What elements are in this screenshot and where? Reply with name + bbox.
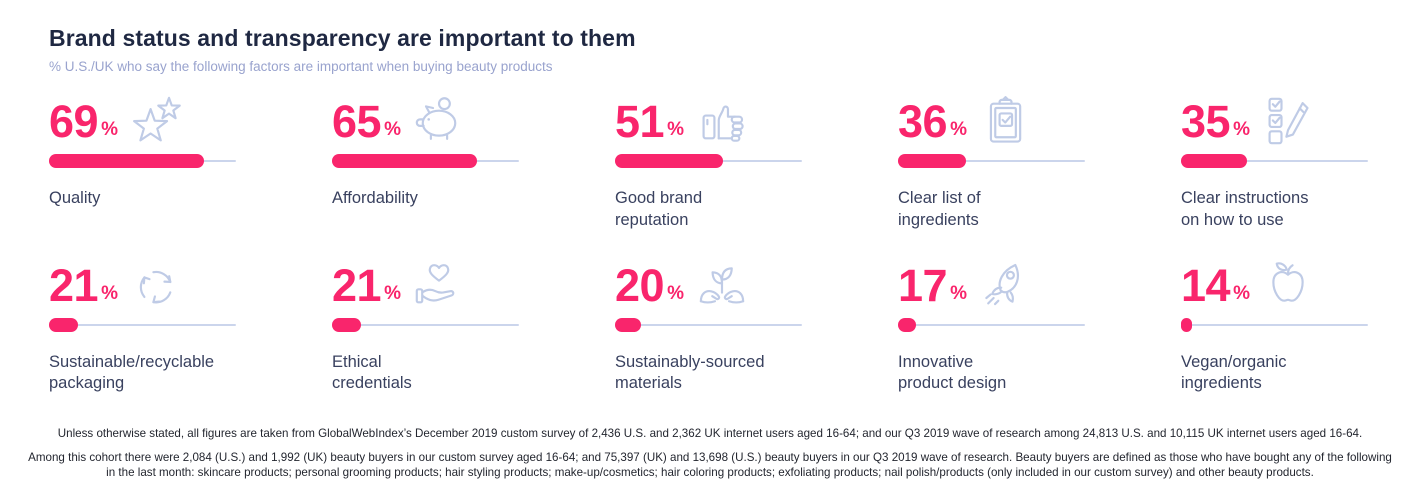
factor-card: 21 % Sustainable/recyclable packaging bbox=[49, 256, 236, 396]
progress-bar bbox=[1181, 154, 1368, 168]
stat-row: 51 % bbox=[615, 92, 802, 144]
factor-label: Vegan/organic ingredients bbox=[1181, 352, 1287, 393]
percent-sign: % bbox=[950, 282, 967, 304]
factor-label: Sustainable/recyclable packaging bbox=[49, 352, 215, 393]
percent-value: 14 bbox=[1181, 259, 1231, 311]
hand-heart-icon bbox=[413, 259, 465, 311]
thumbs-up-icon bbox=[696, 95, 748, 147]
factor-card: 65 % Affordability bbox=[332, 92, 519, 232]
progress-bar bbox=[332, 317, 519, 332]
percent-value: 21 bbox=[49, 259, 99, 311]
progress-track bbox=[1181, 323, 1368, 326]
factor-card: 17 % Innovative product design bbox=[898, 256, 1085, 396]
percent-value: 36 bbox=[898, 96, 948, 148]
progress-fill bbox=[49, 154, 205, 168]
clipboard-check-icon bbox=[979, 95, 1031, 147]
percent-sign: % bbox=[384, 282, 401, 304]
factor-card: 35 % Clear instructions on how to use bbox=[1181, 92, 1368, 232]
factor-label: Good brand reputation bbox=[615, 189, 703, 229]
percent-sign: % bbox=[1233, 282, 1250, 304]
checklist-pencil-icon bbox=[1262, 95, 1314, 147]
factor-label: Affordability bbox=[332, 189, 418, 207]
progress-bar bbox=[898, 317, 1085, 332]
progress-fill bbox=[898, 154, 967, 168]
factor-label: Clear list of ingredients bbox=[898, 189, 981, 229]
percent-value: 69 bbox=[49, 96, 99, 148]
progress-bar bbox=[49, 154, 236, 168]
progress-bar bbox=[1181, 317, 1368, 332]
percent-value: 65 bbox=[332, 96, 382, 148]
progress-fill bbox=[615, 317, 642, 332]
percent-sign: % bbox=[950, 119, 967, 140]
stat-row: 21 % bbox=[49, 256, 236, 308]
progress-fill bbox=[1181, 154, 1247, 168]
progress-fill bbox=[49, 317, 78, 332]
progress-fill bbox=[332, 317, 361, 332]
percent-sign: % bbox=[1233, 119, 1250, 140]
factor-card: 21 % Ethical credentials bbox=[332, 256, 519, 396]
progress-track bbox=[332, 323, 519, 326]
percent-value: 51 bbox=[615, 96, 665, 148]
progress-fill bbox=[332, 154, 477, 168]
progress-bar bbox=[615, 154, 802, 168]
progress-track bbox=[615, 323, 802, 326]
footnote-source: Unless otherwise stated, all figures are… bbox=[57, 427, 1363, 441]
percent-value: 35 bbox=[1181, 96, 1231, 148]
progress-bar bbox=[615, 317, 802, 332]
piggy-bank-icon bbox=[413, 95, 465, 147]
apple-icon bbox=[1262, 259, 1314, 311]
percent-sign: % bbox=[667, 119, 684, 140]
factor-label: Quality bbox=[49, 189, 101, 207]
stat-row: 35 % bbox=[1181, 92, 1368, 144]
stat-row: 69 % bbox=[49, 92, 236, 144]
factor-label: Clear instructions on how to use bbox=[1181, 189, 1309, 229]
percent-value: 20 bbox=[615, 259, 665, 311]
stat-row: 14 % bbox=[1181, 256, 1368, 308]
factor-label: Innovative product design bbox=[898, 352, 1007, 393]
progress-fill bbox=[1181, 317, 1192, 332]
hands-plant-icon bbox=[696, 259, 748, 311]
stat-row: 21 % bbox=[332, 256, 519, 308]
percent-sign: % bbox=[101, 119, 118, 140]
progress-fill bbox=[898, 317, 917, 332]
percent-value: 21 bbox=[332, 259, 382, 311]
progress-track bbox=[898, 323, 1085, 326]
rocket-icon bbox=[979, 259, 1031, 311]
header: Brand status and transparency are import… bbox=[49, 25, 1371, 74]
progress-bar bbox=[898, 154, 1085, 168]
factor-card: 20 % Sustainably-sourced materials bbox=[615, 256, 802, 396]
progress-track bbox=[1181, 160, 1368, 162]
factor-label: Sustainably-sourced materials bbox=[615, 352, 765, 393]
progress-bar bbox=[332, 154, 519, 168]
stat-row: 20 % bbox=[615, 256, 802, 308]
stat-row: 65 % bbox=[332, 92, 519, 144]
percent-sign: % bbox=[101, 282, 118, 304]
stat-row: 36 % bbox=[898, 92, 1085, 144]
factor-card: 69 % Quality bbox=[49, 92, 236, 232]
progress-track bbox=[898, 160, 1085, 162]
page-subtitle: % U.S./UK who say the following factors … bbox=[49, 59, 553, 74]
progress-track bbox=[49, 323, 236, 326]
stars-icon bbox=[130, 95, 182, 147]
recycle-icon bbox=[130, 259, 182, 311]
stat-row: 17 % bbox=[898, 256, 1085, 308]
footnote-cohort: Among this cohort there were 2,084 (U.S.… bbox=[28, 451, 1392, 479]
page-title: Brand status and transparency are import… bbox=[49, 25, 636, 51]
percent-value: 17 bbox=[898, 259, 948, 311]
factor-label: Ethical credentials bbox=[332, 352, 412, 393]
factors-grid: 69 % Quality 65 % Affordability 51 bbox=[49, 92, 1371, 395]
progress-bar bbox=[49, 317, 236, 332]
factor-card: 14 % Vegan/organic ingredients bbox=[1181, 256, 1368, 396]
percent-sign: % bbox=[667, 282, 684, 304]
factor-card: 36 % Clear list of ingredients bbox=[898, 92, 1085, 232]
progress-fill bbox=[615, 154, 723, 168]
percent-sign: % bbox=[384, 119, 401, 140]
factor-card: 51 % Good brand reputation bbox=[615, 92, 802, 232]
